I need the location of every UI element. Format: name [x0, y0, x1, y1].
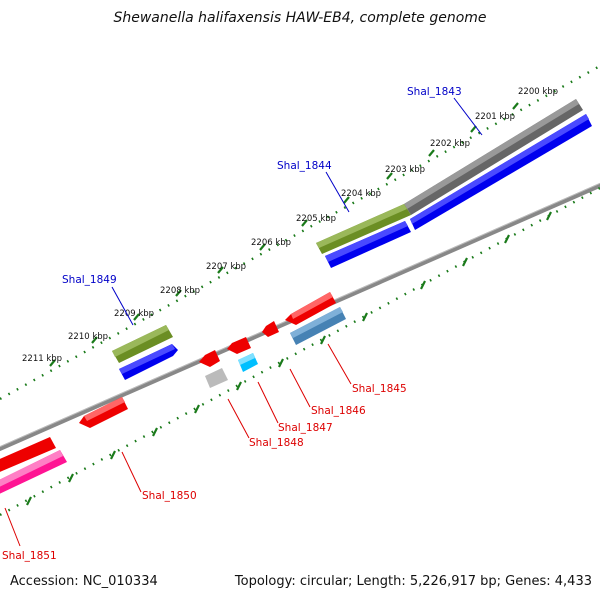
scale-labels: 2200 kbp 2201 kbp 2202 kbp 2203 kbp 2204… [22, 87, 558, 364]
cds-highlight [290, 307, 343, 338]
cds-shal-1851-red[interactable] [0, 437, 56, 474]
major-tick [320, 335, 326, 345]
scale-label: 2209 kbp [114, 309, 154, 319]
scale-label: 2205 kbp [296, 214, 336, 224]
cds-shal-1846-red[interactable] [262, 321, 279, 337]
gene-label-shal-1844[interactable]: Shal_1844 [277, 160, 332, 172]
scale-label: 2210 kbp [68, 332, 108, 342]
major-tick [546, 211, 552, 221]
inner-scale [0, 186, 600, 517]
gene-label-shal-1845[interactable]: Shal_1845 [352, 383, 407, 395]
major-tick [152, 427, 158, 437]
major-tick [91, 336, 98, 344]
major-tick [49, 359, 56, 367]
major-tick [68, 473, 74, 483]
leader-line [257, 381, 279, 424]
gene-label-shal-1850[interactable]: Shal_1850 [142, 490, 197, 502]
accession-text: Accession: NC_010334 [10, 574, 158, 589]
scale-label: 2200 kbp [518, 87, 558, 97]
major-tick [462, 257, 468, 267]
major-tick [428, 149, 435, 157]
forward-strand-features [112, 99, 592, 380]
cds-highlight [119, 344, 175, 374]
major-tick [301, 219, 308, 227]
outer-major-ticks [49, 102, 519, 367]
cds-shal-1847-red[interactable] [227, 337, 251, 354]
major-tick [26, 496, 32, 506]
map-title: Shewanella halifaxensis HAW-EB4, complet… [113, 10, 487, 26]
reverse-strand-features [0, 292, 346, 494]
major-tick [278, 358, 284, 368]
cds-highlight [404, 99, 579, 209]
inner-major-ticks [26, 211, 552, 506]
leader-line [111, 286, 134, 326]
major-tick [110, 450, 116, 460]
gene-label-shal-1849[interactable]: Shal_1849 [62, 274, 117, 286]
leader-line [453, 97, 483, 136]
major-tick [512, 102, 519, 110]
scale-label: 2206 kbp [251, 238, 291, 248]
major-tick [420, 280, 426, 290]
gene-label-shal-1851[interactable]: Shal_1851 [2, 550, 57, 562]
major-tick [194, 404, 200, 414]
genome-summary-text: Topology: circular; Length: 5,226,917 bp… [234, 574, 592, 589]
cds-shal-1848-red[interactable] [199, 350, 220, 367]
gene-labels: Shal_1843 Shal_1844 Shal_1849 Shal_1845 … [2, 86, 462, 562]
major-tick [470, 125, 477, 133]
major-tick [133, 313, 140, 321]
major-tick [343, 196, 350, 204]
scale-label: 2202 kbp [430, 139, 470, 149]
leader-line [121, 451, 142, 493]
leader-line [289, 368, 311, 408]
major-tick [175, 289, 182, 297]
scale-label: 2204 kbp [341, 189, 381, 199]
scale-label: 2203 kbp [385, 165, 425, 175]
cds-highlight [325, 221, 408, 262]
leader-line [327, 343, 352, 385]
gene-label-shal-1848[interactable]: Shal_1848 [249, 437, 304, 449]
major-tick [217, 266, 224, 274]
major-tick [362, 312, 368, 322]
outer-scale [0, 64, 600, 401]
scale-label: 2201 kbp [475, 112, 515, 122]
label-leaders [4, 97, 483, 547]
gene-label-shal-1846[interactable]: Shal_1846 [311, 405, 366, 417]
cds-highlight [0, 450, 63, 487]
cds-highlight [291, 292, 333, 319]
gene-label-shal-1843[interactable]: Shal_1843 [407, 86, 462, 98]
major-tick [504, 234, 510, 244]
scale-label: 2208 kbp [160, 286, 200, 296]
major-tick [386, 172, 393, 180]
cds-highlight [316, 204, 407, 248]
cds-shal-1848-light[interactable] [205, 368, 228, 388]
major-tick [236, 381, 242, 391]
major-tick [259, 243, 266, 251]
cds-highlight [84, 397, 125, 421]
inner-minor-ticks [0, 186, 600, 517]
gene-label-shal-1847[interactable]: Shal_1847 [278, 422, 333, 434]
leader-line [325, 171, 350, 213]
scale-label: 2207 kbp [206, 262, 246, 272]
cds-highlight [238, 353, 255, 365]
leader-line [4, 507, 21, 547]
leader-line [227, 398, 250, 439]
cds-highlight [410, 114, 589, 224]
scale-label: 2211 kbp [22, 354, 62, 364]
cds-highlight [112, 325, 169, 357]
